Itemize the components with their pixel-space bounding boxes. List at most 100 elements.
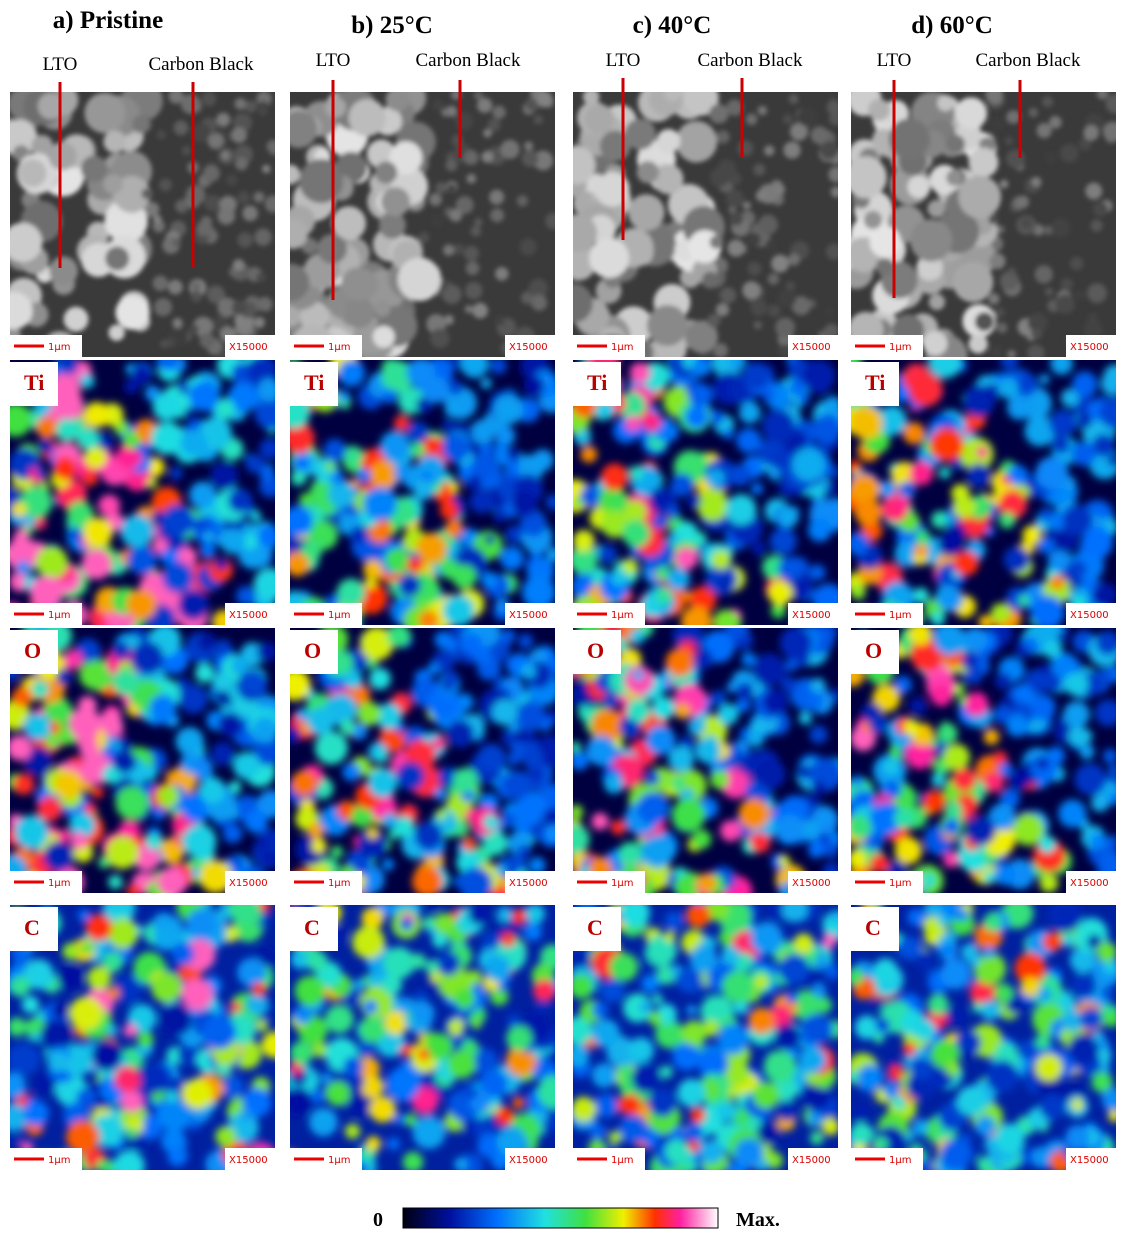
scale-label: 1µm [611,1155,633,1166]
element-map [851,628,1116,893]
label-lto: LTO [877,50,912,71]
sem-image [290,92,555,357]
scale-label: 1µm [328,610,350,621]
colorbar-min: 0 [373,1209,383,1231]
label-lto: LTO [43,54,78,75]
element-box [288,630,338,674]
element-label: Ti [587,370,607,395]
element-label: C [587,915,603,940]
magnification: X15000 [792,1155,831,1166]
element-box [288,362,338,406]
magnification: X15000 [1070,878,1109,889]
element-map [573,628,838,893]
scale-label: 1µm [48,342,70,353]
scale-box [571,603,645,625]
magnification: X15000 [1070,610,1109,621]
element-label: O [24,638,41,663]
magnification: X15000 [1070,1155,1109,1166]
element-label: C [865,915,881,940]
scale-box [8,1148,82,1170]
sem-image [573,92,838,357]
column-title: d) 60°C [911,12,993,39]
magnification: X15000 [509,878,548,889]
column-title: b) 25°C [351,12,433,39]
scale-box [571,1148,645,1170]
mag-box [505,1148,563,1170]
scale-label: 1µm [48,1155,70,1166]
scale-box [849,871,923,893]
element-box [571,630,621,674]
scale-label: 1µm [611,610,633,621]
label-lto: LTO [606,50,641,71]
mag-box [1066,603,1124,625]
element-box [288,907,338,951]
column-title: c) 40°C [633,12,712,39]
element-label: O [587,638,604,663]
mag-box [788,603,846,625]
scale-label: 1µm [328,878,350,889]
scale-label: 1µm [328,342,350,353]
scale-label: 1µm [889,1155,911,1166]
magnification: X15000 [229,342,268,353]
scale-box [571,871,645,893]
element-box [571,362,621,406]
scale-box [849,603,923,625]
mag-box [225,871,283,893]
element-label: C [24,915,40,940]
element-label: Ti [24,370,44,395]
scale-box [288,335,362,357]
magnification: X15000 [229,610,268,621]
column-title: a) Pristine [53,7,163,34]
magnification: X15000 [229,1155,268,1166]
magnification: X15000 [792,342,831,353]
mag-box [1066,871,1124,893]
scale-box [288,603,362,625]
scale-box [8,603,82,625]
element-map [573,360,838,625]
element-label: O [865,638,882,663]
scale-box [571,335,645,357]
scale-box [849,335,923,357]
magnification: X15000 [509,342,548,353]
label-carbon-black: Carbon Black [148,54,254,75]
element-box [571,907,621,951]
element-label: Ti [865,370,885,395]
scale-box [288,1148,362,1170]
mag-box [1066,335,1124,357]
mag-box [788,1148,846,1170]
magnification: X15000 [509,1155,548,1166]
magnification: X15000 [1070,342,1109,353]
scale-label: 1µm [611,342,633,353]
scale-box [8,335,82,357]
mag-box [788,871,846,893]
mag-box [225,335,283,357]
mag-box [505,871,563,893]
label-carbon-black: Carbon Black [415,50,521,71]
magnification: X15000 [792,610,831,621]
sem-image [851,92,1116,357]
magnification: X15000 [792,878,831,889]
scale-label: 1µm [611,878,633,889]
element-box [8,630,58,674]
element-label: C [304,915,320,940]
scale-box [8,871,82,893]
scale-label: 1µm [48,610,70,621]
magnification: X15000 [509,610,548,621]
colorbar-max: Max. [736,1209,780,1231]
element-box [849,630,899,674]
element-map [10,628,275,893]
element-map [290,905,555,1170]
element-box [849,907,899,951]
scale-label: 1µm [48,878,70,889]
scale-label: 1µm [889,878,911,889]
mag-box [505,335,563,357]
element-label: Ti [304,370,324,395]
element-box [8,907,58,951]
label-carbon-black: Carbon Black [975,50,1081,71]
label-lto: LTO [316,50,351,71]
scale-label: 1µm [889,342,911,353]
scale-box [288,871,362,893]
mag-box [225,603,283,625]
magnification: X15000 [229,878,268,889]
